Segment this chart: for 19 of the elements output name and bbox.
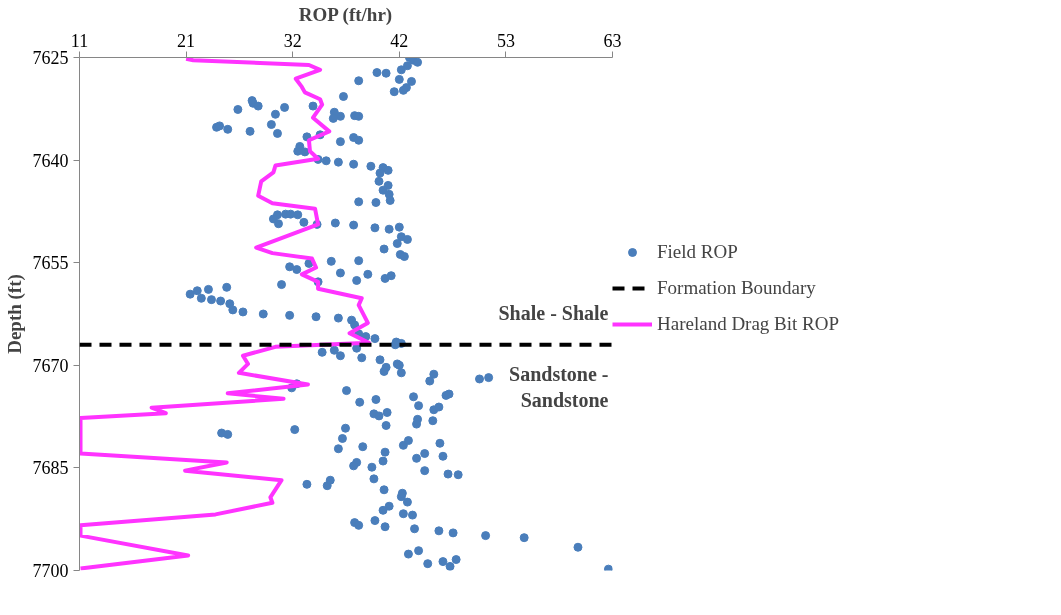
legend-label: Hareland Drag Bit ROP (657, 313, 840, 335)
x-axis-title: ROP (ft/hr) (298, 3, 393, 26)
y-tick-label: 7640 (32, 150, 69, 171)
x-tick-label: 11 (70, 30, 89, 51)
x-tick-label: 21 (177, 30, 196, 51)
x-tick-label: 53 (496, 30, 515, 51)
y-tick-label: 7655 (32, 253, 69, 274)
x-tick-label: 63 (603, 30, 622, 51)
y-tick-label: 7670 (32, 355, 69, 376)
y-tick-label: 7685 (32, 458, 69, 479)
x-tick-label: 42 (390, 30, 409, 51)
x-tick-label: 32 (283, 30, 302, 51)
legend-label: Formation Boundary (657, 277, 816, 299)
y-axis-title: Depth (ft) (3, 274, 26, 354)
annotation: Shale - Shale (498, 301, 609, 324)
legend-label: Field ROP (657, 241, 738, 263)
y-tick-label: 7625 (32, 48, 69, 68)
annotation: Sandstone - Sandstone (509, 362, 609, 412)
y-tick-label: 7700 (32, 561, 69, 581)
